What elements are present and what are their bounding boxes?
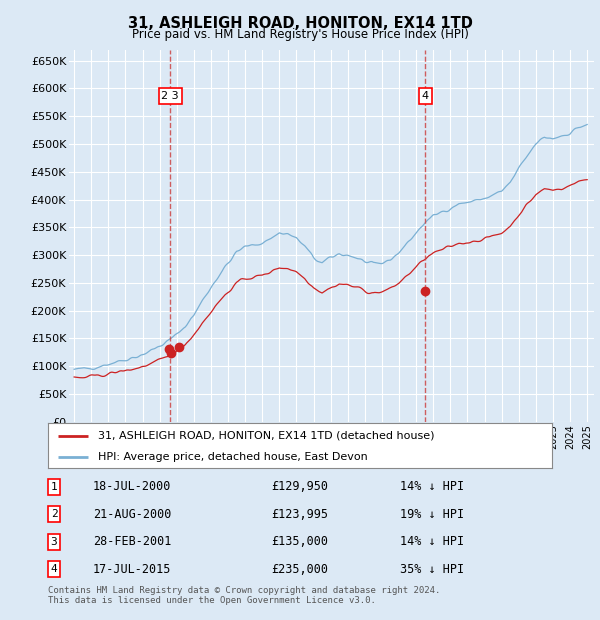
Text: 14% ↓ HPI: 14% ↓ HPI	[400, 535, 464, 548]
Text: 19% ↓ HPI: 19% ↓ HPI	[400, 508, 464, 521]
Text: 18-JUL-2000: 18-JUL-2000	[93, 480, 171, 494]
Text: 14% ↓ HPI: 14% ↓ HPI	[400, 480, 464, 494]
Text: 21-AUG-2000: 21-AUG-2000	[93, 508, 171, 521]
Text: 3: 3	[50, 537, 58, 547]
Text: 35% ↓ HPI: 35% ↓ HPI	[400, 562, 464, 575]
Text: £235,000: £235,000	[271, 562, 329, 575]
Text: 4: 4	[50, 564, 58, 574]
Text: HPI: Average price, detached house, East Devon: HPI: Average price, detached house, East…	[98, 452, 368, 462]
Text: 17-JUL-2015: 17-JUL-2015	[93, 562, 171, 575]
Text: Price paid vs. HM Land Registry's House Price Index (HPI): Price paid vs. HM Land Registry's House …	[131, 28, 469, 41]
Text: 1: 1	[50, 482, 58, 492]
Text: 28-FEB-2001: 28-FEB-2001	[93, 535, 171, 548]
Text: 2 3: 2 3	[161, 91, 179, 101]
Text: 31, ASHLEIGH ROAD, HONITON, EX14 1TD: 31, ASHLEIGH ROAD, HONITON, EX14 1TD	[128, 16, 472, 30]
Text: 31, ASHLEIGH ROAD, HONITON, EX14 1TD (detached house): 31, ASHLEIGH ROAD, HONITON, EX14 1TD (de…	[98, 430, 435, 441]
Text: Contains HM Land Registry data © Crown copyright and database right 2024.
This d: Contains HM Land Registry data © Crown c…	[48, 586, 440, 605]
Text: 4: 4	[422, 91, 429, 101]
Text: £135,000: £135,000	[271, 535, 329, 548]
Text: £129,950: £129,950	[271, 480, 329, 494]
Text: 2: 2	[50, 509, 58, 519]
Text: £123,995: £123,995	[271, 508, 329, 521]
